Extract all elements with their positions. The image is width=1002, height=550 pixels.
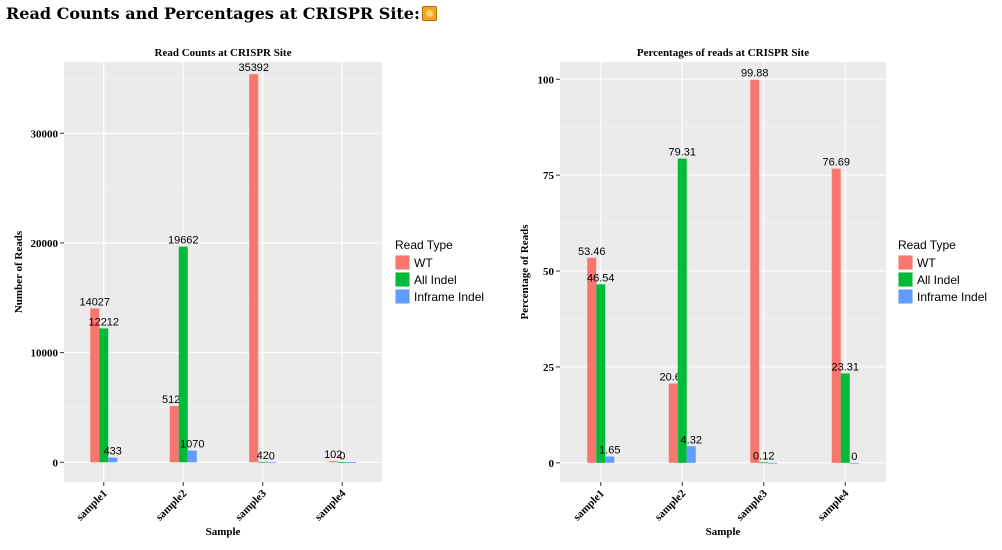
legend-swatch: [395, 255, 410, 270]
data-label: 79.31: [668, 147, 696, 159]
x-tick-label: sample3: [734, 487, 770, 523]
y-tick-label: 10000: [31, 348, 59, 360]
bar-wt: [328, 461, 338, 463]
bar-inframe-indel: [849, 462, 859, 464]
bar-wt: [249, 74, 259, 463]
x-tick-label: sample1: [74, 488, 110, 524]
bar-all-indel: [99, 328, 109, 463]
legend-swatch: [898, 255, 913, 270]
legend-title: Read Type: [898, 238, 956, 252]
data-label: 19662: [168, 235, 199, 247]
x-tick-label: sample2: [154, 487, 190, 523]
data-label: 23.31: [831, 361, 859, 373]
bar-inframe-indel: [768, 462, 778, 464]
data-label: 1070: [180, 439, 204, 451]
legend-swatch: [898, 289, 913, 304]
legend-entry: Inframe Indel: [917, 290, 987, 304]
page-title-text: Read Counts and Percentages at CRISPR Si…: [6, 4, 420, 23]
y-tick-label: 100: [538, 74, 555, 86]
bar-all-indel: [337, 462, 347, 464]
image-icon[interactable]: [421, 6, 437, 21]
legend-entry: WT: [917, 256, 936, 270]
bar-all-indel: [840, 373, 850, 463]
legend-swatch: [395, 289, 410, 304]
data-label: 76.69: [822, 157, 850, 169]
bar-inframe-indel: [187, 450, 197, 463]
bar-wt: [169, 406, 179, 463]
bar-all-indel: [677, 158, 687, 463]
x-tick-label: sample3: [233, 487, 269, 523]
y-tick-label: 50: [543, 266, 555, 278]
bar-all-indel: [258, 461, 268, 463]
bar-inframe-indel: [346, 462, 356, 464]
bar-all-indel: [178, 246, 188, 463]
data-label: 99.88: [741, 68, 769, 80]
data-label: 46.54: [587, 272, 615, 284]
data-label: 42: [257, 450, 269, 462]
data-label: 4.32: [681, 434, 702, 446]
page-title: Read Counts and Percentages at CRISPR Si…: [6, 4, 437, 23]
legend-swatch: [395, 272, 410, 287]
y-tick-label: 0: [549, 458, 555, 470]
data-label: 0.12: [753, 450, 774, 462]
data-label: 0: [339, 450, 345, 462]
y-axis-label: Number of Reads: [13, 230, 25, 313]
legend-entry: WT: [414, 256, 433, 270]
plot-panel: [64, 62, 382, 482]
legend-entry: Inframe Indel: [414, 290, 484, 304]
data-label: 1.65: [599, 444, 620, 456]
y-tick-label: 30000: [31, 128, 59, 140]
bar-wt: [750, 79, 760, 463]
bar-all-indel: [596, 284, 606, 463]
x-tick-label: sample2: [653, 487, 689, 523]
data-label: 14027: [79, 296, 110, 308]
read-counts-chart: Read Counts at CRISPR Site 0 10000 20000 300…: [13, 47, 484, 538]
bar-wt: [831, 168, 841, 463]
y-tick-label: 20000: [31, 238, 59, 250]
bar-inframe-indel: [267, 462, 277, 464]
x-axis-label: Sample: [706, 526, 741, 538]
data-label: 12212: [88, 316, 119, 328]
x-axis-label: Sample: [206, 526, 241, 538]
y-tick-label: 25: [543, 362, 555, 374]
x-tick-label: sample1: [571, 488, 607, 524]
plot-panel: [560, 62, 886, 482]
bar-wt: [90, 308, 100, 463]
x-tick-label: sample4: [816, 487, 852, 523]
data-label: 53.46: [578, 246, 606, 258]
chart-title: Read Counts at CRISPR Site: [155, 47, 292, 59]
legend-entry: All Indel: [917, 273, 960, 287]
bar-inframe-indel: [108, 457, 118, 463]
legend-entry: All Indel: [414, 273, 457, 287]
data-label: 0: [269, 450, 275, 462]
data-label: 0: [851, 451, 857, 463]
bar-inframe-indel: [605, 456, 615, 463]
y-axis-label: Percentage of Reads: [519, 224, 531, 320]
bar-all-indel: [759, 462, 769, 464]
legend-swatch: [898, 272, 913, 287]
data-label: 433: [104, 446, 122, 458]
x-tick-label: sample4: [313, 487, 349, 523]
data-label: 35392: [238, 62, 269, 74]
legend-title: Read Type: [395, 238, 453, 252]
percentages-chart: Percentages of reads at CRISPR Site 0 25 50…: [519, 47, 987, 538]
data-label: 102: [324, 449, 342, 461]
y-tick-label: 75: [543, 170, 555, 182]
bar-wt: [587, 257, 597, 463]
bar-wt: [668, 383, 678, 463]
y-tick-label: 0: [53, 457, 59, 469]
chart-title: Percentages of reads at CRISPR Site: [637, 47, 809, 59]
bar-inframe-indel: [686, 446, 696, 463]
